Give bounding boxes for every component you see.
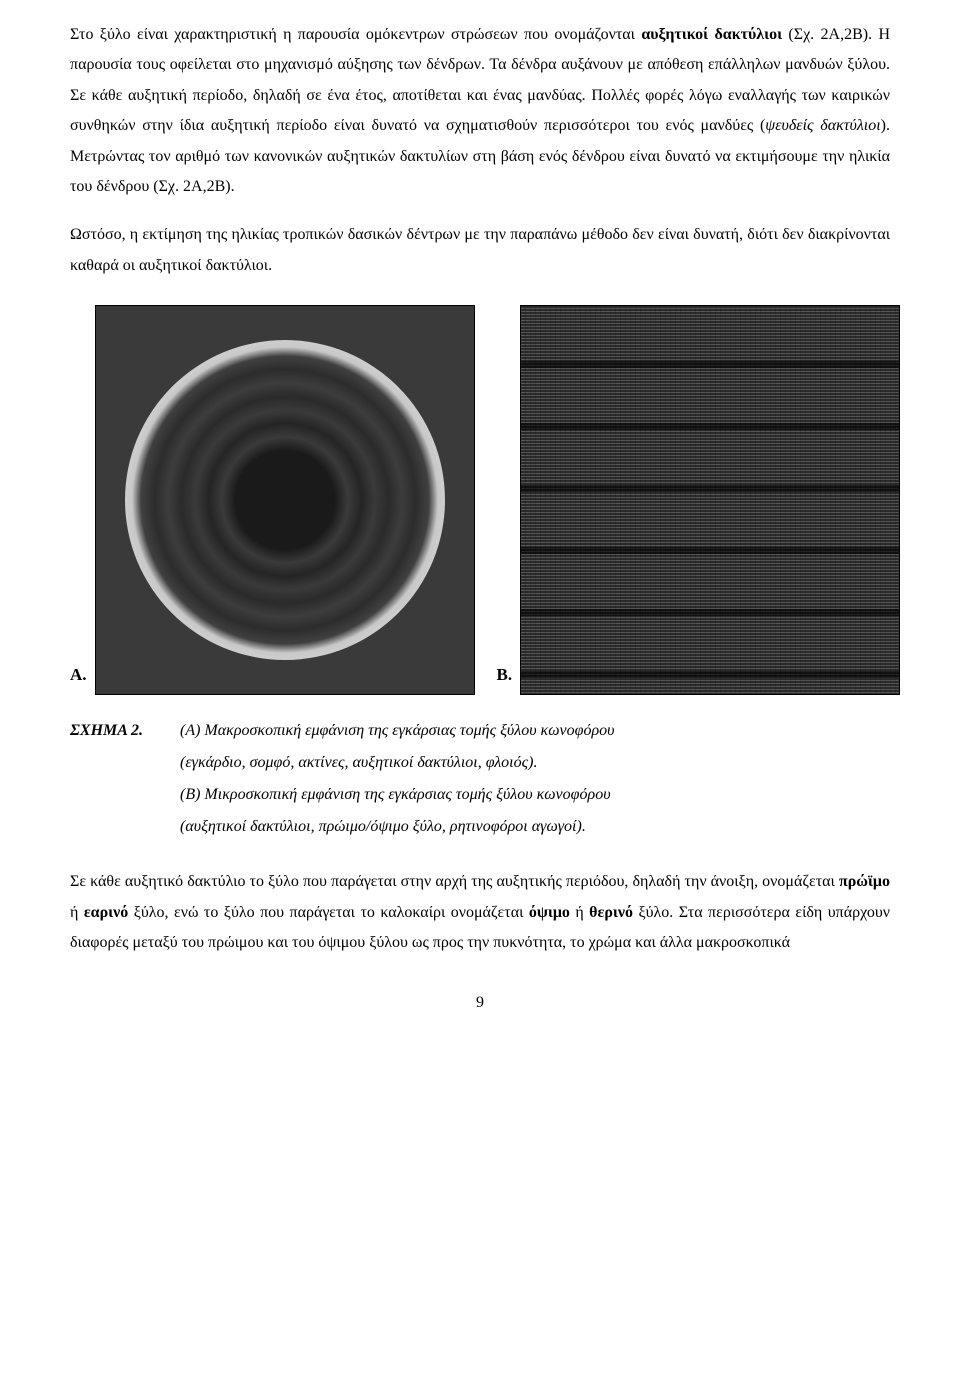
p3-bold-4: θερινό: [589, 904, 633, 921]
caption-line-b1: (Β) Μικροσκοπική εμφάνιση της εγκάρσιας …: [180, 779, 890, 811]
p1-italic-1: ψευδείς δακτύλιοι: [765, 117, 880, 134]
tree-rings-graphic: [125, 340, 445, 660]
p3-text-3: ξύλο, ενώ το ξύλο που παράγεται το καλοκ…: [128, 904, 529, 921]
paragraph-3: Σε κάθε αυξητικό δακτύλιο το ξύλο που πα…: [70, 867, 890, 958]
figure-caption: ΣΧΗΜΑ 2. (Α) Μακροσκοπική εμφάνιση της ε…: [70, 715, 890, 843]
figure-a-image: [95, 305, 475, 695]
p3-bold-3: όψιμο: [529, 904, 570, 921]
figure-b-image: [520, 305, 900, 695]
caption-body: (Α) Μακροσκοπική εμφάνιση της εγκάρσιας …: [180, 715, 890, 843]
p3-text-4: ή: [570, 904, 589, 921]
caption-line-b2: (αυξητικοί δακτύλιοι, πρώιμο/όψιμο ξύλο,…: [180, 811, 890, 843]
figure-row: Α. Β.: [70, 305, 890, 695]
caption-line-a2: (εγκάρδιο, σομφό, ακτίνες, αυξητικοί δακ…: [180, 747, 890, 779]
p1-bold-1: αυξητικοί δακτύλιοι: [641, 26, 782, 43]
p3-text-2: ή: [70, 904, 84, 921]
p1-text-1: Στο ξύλο είναι χαρακτηριστική η παρουσία…: [70, 26, 641, 43]
figure-b-col: Β.: [497, 305, 901, 695]
figure-a-label: Α.: [70, 659, 87, 695]
caption-head: ΣΧΗΜΑ 2.: [70, 715, 180, 843]
figure-a-col: Α.: [70, 305, 475, 695]
figure-b-label: Β.: [497, 659, 513, 695]
page-number: 9: [70, 988, 890, 1018]
p3-bold-2: εαρινό: [84, 904, 128, 921]
paragraph-1: Στο ξύλο είναι χαρακτηριστική η παρουσία…: [70, 20, 890, 202]
p3-text-1: Σε κάθε αυξητικό δακτύλιο το ξύλο που πα…: [70, 873, 839, 890]
p3-bold-1: πρώϊμο: [839, 873, 890, 890]
paragraph-2: Ωστόσο, η εκτίμηση της ηλικίας τροπικών …: [70, 220, 890, 281]
caption-line-a1: (Α) Μακροσκοπική εμφάνιση της εγκάρσιας …: [180, 715, 890, 747]
